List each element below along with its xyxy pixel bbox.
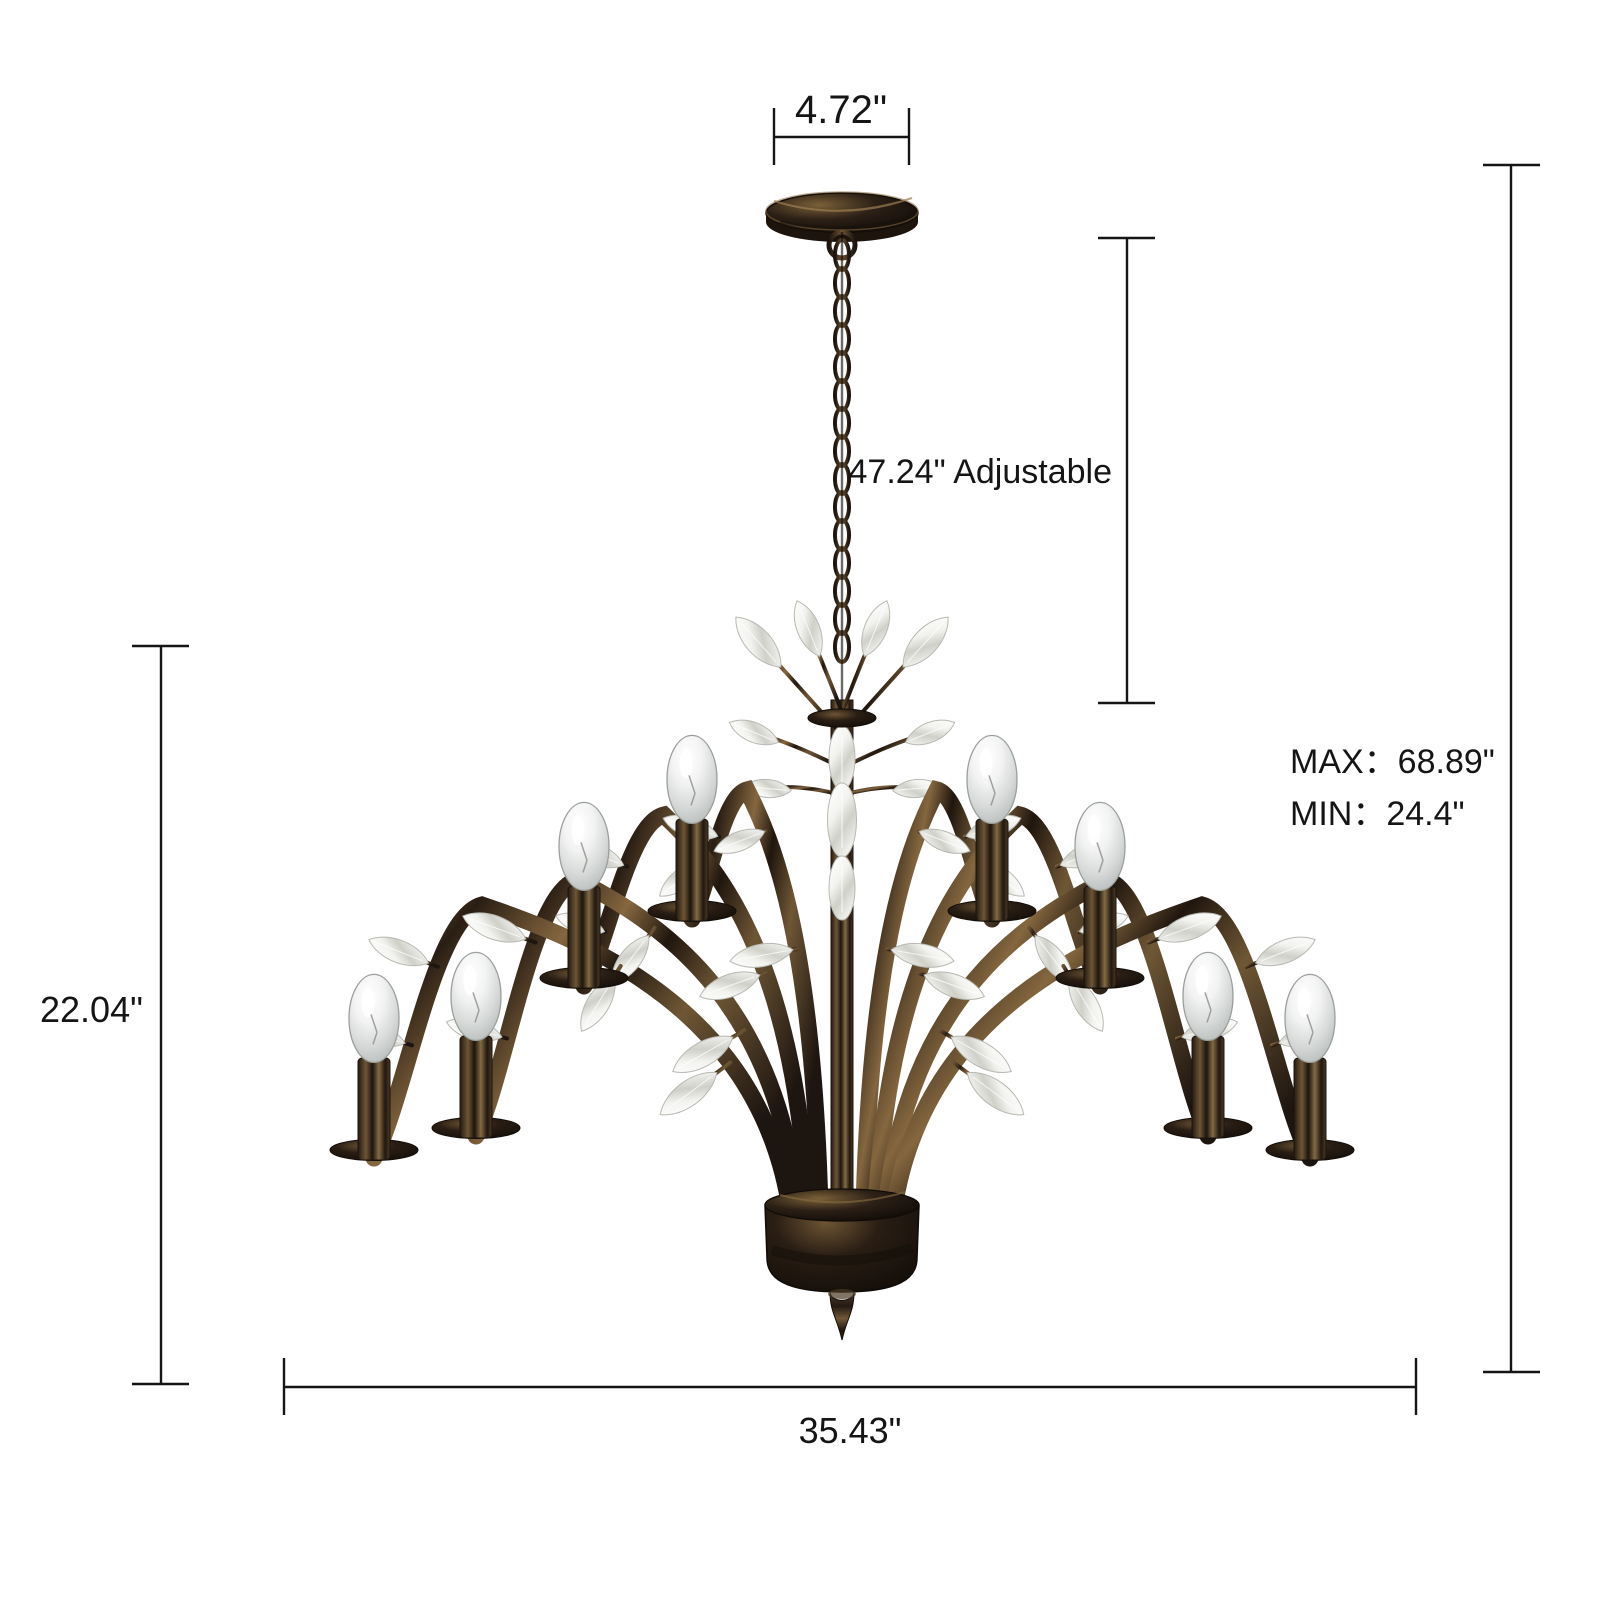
svg-text:MIN：24.4": MIN：24.4" — [1290, 795, 1465, 833]
svg-text:22.04": 22.04" — [40, 989, 143, 1030]
svg-text:47.24" Adjustable: 47.24" Adjustable — [849, 453, 1113, 491]
svg-text:MAX：68.89": MAX：68.89" — [1290, 743, 1495, 781]
svg-text:35.43": 35.43" — [799, 1410, 902, 1451]
svg-text:4.72": 4.72" — [795, 88, 887, 132]
